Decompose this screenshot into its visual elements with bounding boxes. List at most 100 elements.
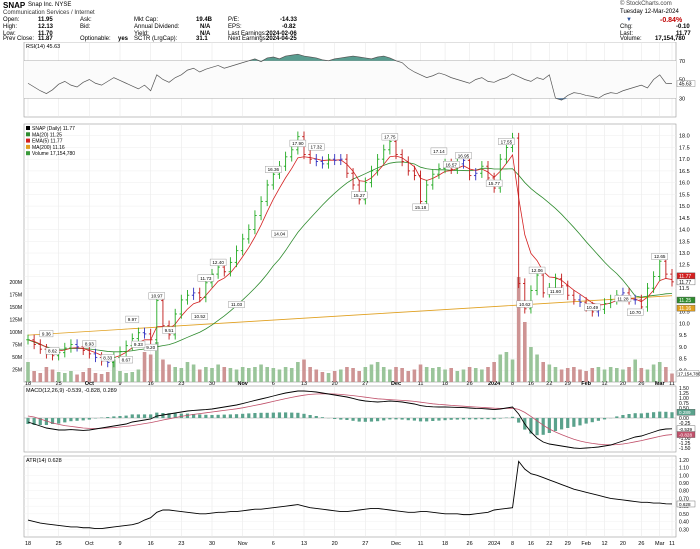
price-annotation: 17.14	[433, 149, 445, 154]
macd-histogram-bar	[406, 418, 410, 421]
volume-bar	[670, 373, 674, 382]
macd-y-tick: -1.50	[679, 446, 691, 452]
price-bar	[406, 156, 411, 176]
price-annotation: 17.75	[384, 135, 396, 140]
price-annotation-box	[584, 303, 601, 311]
macd-histogram-bar	[124, 415, 128, 418]
macd-histogram-bar	[26, 418, 30, 424]
macd-histogram-bar	[474, 418, 478, 420]
price-bar	[565, 280, 570, 300]
macd-histogram-bar	[253, 413, 257, 418]
legend-swatch	[26, 138, 30, 143]
legend-entry: Volume 17,154,780	[32, 151, 75, 157]
macd-histogram-bar	[308, 415, 312, 418]
macd-histogram-bar	[320, 417, 324, 418]
macd-histogram-bar	[142, 414, 147, 418]
price-annotation: 9.33	[134, 342, 143, 347]
volume-bar	[572, 367, 576, 382]
price-bar	[486, 161, 490, 183]
price-bar	[437, 163, 441, 179]
price-bar	[657, 256, 662, 282]
macd-histogram-bar	[388, 418, 392, 420]
price-bar	[363, 177, 368, 205]
volume-bar	[179, 368, 184, 382]
x-axis-label-bottom: 26	[638, 541, 644, 547]
price-bar	[473, 168, 478, 181]
macd-histogram-bar	[296, 412, 300, 418]
volume-bar	[167, 364, 171, 382]
sctr-label: SCTR (LrgCap):	[134, 36, 178, 42]
price-bar	[173, 308, 177, 340]
volume-bar	[424, 367, 429, 382]
price-annotation-box	[516, 300, 533, 308]
brand-link[interactable]: © StockCharts.com	[620, 1, 672, 7]
macd-panel-frame	[23, 385, 677, 453]
macd-histogram-bar	[498, 418, 502, 419]
volume-y-tick: 50M	[12, 355, 22, 361]
x-axis-label-bottom: 29	[565, 541, 571, 547]
volume-bar	[480, 369, 484, 382]
price-bar	[124, 340, 128, 357]
sctr-value: 31.1	[196, 36, 208, 42]
volume-bar	[351, 368, 355, 382]
macd-histogram-bar	[247, 413, 251, 418]
price-annotation: 17.90	[292, 141, 304, 146]
macd-label: MACD(12,26,9) -0.539, -0.828, 0.289	[26, 388, 117, 394]
price-annotation: 8.93	[85, 341, 94, 346]
volume-bar	[339, 369, 343, 382]
macd-histogram-bar	[222, 414, 226, 418]
x-axis-label: Mar	[655, 381, 666, 387]
price-last-value: 11.77	[679, 280, 691, 286]
atr-y-tick: 1.20	[679, 458, 689, 464]
macd-histogram-bar	[431, 418, 435, 421]
x-axis-label: 29	[565, 381, 571, 387]
volume-bar	[259, 364, 263, 382]
volume-bar	[363, 367, 368, 382]
macd-histogram-bar	[198, 414, 202, 418]
volume-bar	[93, 373, 98, 382]
price-annotation: 8.33	[103, 356, 112, 361]
volume-bar	[529, 347, 533, 382]
volume-bar	[105, 372, 110, 382]
chg-label: Chg:	[620, 24, 633, 30]
volume-bar	[332, 371, 337, 382]
volume-bar	[388, 369, 392, 382]
macd-histogram-bar	[173, 413, 177, 418]
volume-bar	[400, 368, 404, 382]
x-axis-label: 8	[511, 381, 514, 387]
price-annotation-box	[125, 315, 140, 323]
last-earnings-label: Last Earnings:	[228, 31, 267, 37]
price-annotation-box	[162, 326, 176, 334]
macd-histogram-bar	[639, 413, 643, 418]
price-bar	[339, 154, 343, 166]
macd-histogram-bar	[357, 418, 361, 422]
x-axis-label: 27	[362, 381, 368, 387]
price-bar	[87, 345, 92, 359]
price-last-box	[676, 272, 696, 280]
x-axis-label: Dec	[391, 381, 401, 387]
volume-bar	[155, 342, 159, 382]
price-bar	[645, 283, 650, 312]
macd-histogram-bar	[333, 418, 337, 419]
volume-bar	[222, 367, 227, 382]
yield-label: Yield:	[134, 31, 149, 37]
macd-last-value: 0.289	[679, 410, 691, 415]
x-axis-label-bottom: 16	[528, 541, 534, 547]
volume-bar	[161, 359, 165, 382]
macd-y-tick: 1.50	[679, 386, 689, 392]
price-bar	[529, 285, 533, 314]
legend-swatch	[26, 151, 30, 156]
price-annotation: 12.40	[212, 260, 224, 265]
volume-last-box	[676, 370, 700, 377]
price-annotation: 15.27	[353, 193, 365, 198]
volume-bar	[547, 364, 552, 382]
volume-bar	[277, 369, 282, 382]
macd-histogram-bar	[265, 412, 269, 418]
atr-y-tick: 1.00	[679, 473, 689, 479]
atr-y-tick: 1.10	[679, 466, 689, 472]
macd-histogram-bar	[149, 414, 153, 418]
down-triangle-icon: ▼	[626, 17, 632, 23]
volume-bar	[492, 362, 496, 382]
next-earnings-value: 2024-04-25	[266, 36, 297, 42]
price-annotation-box	[39, 330, 54, 338]
